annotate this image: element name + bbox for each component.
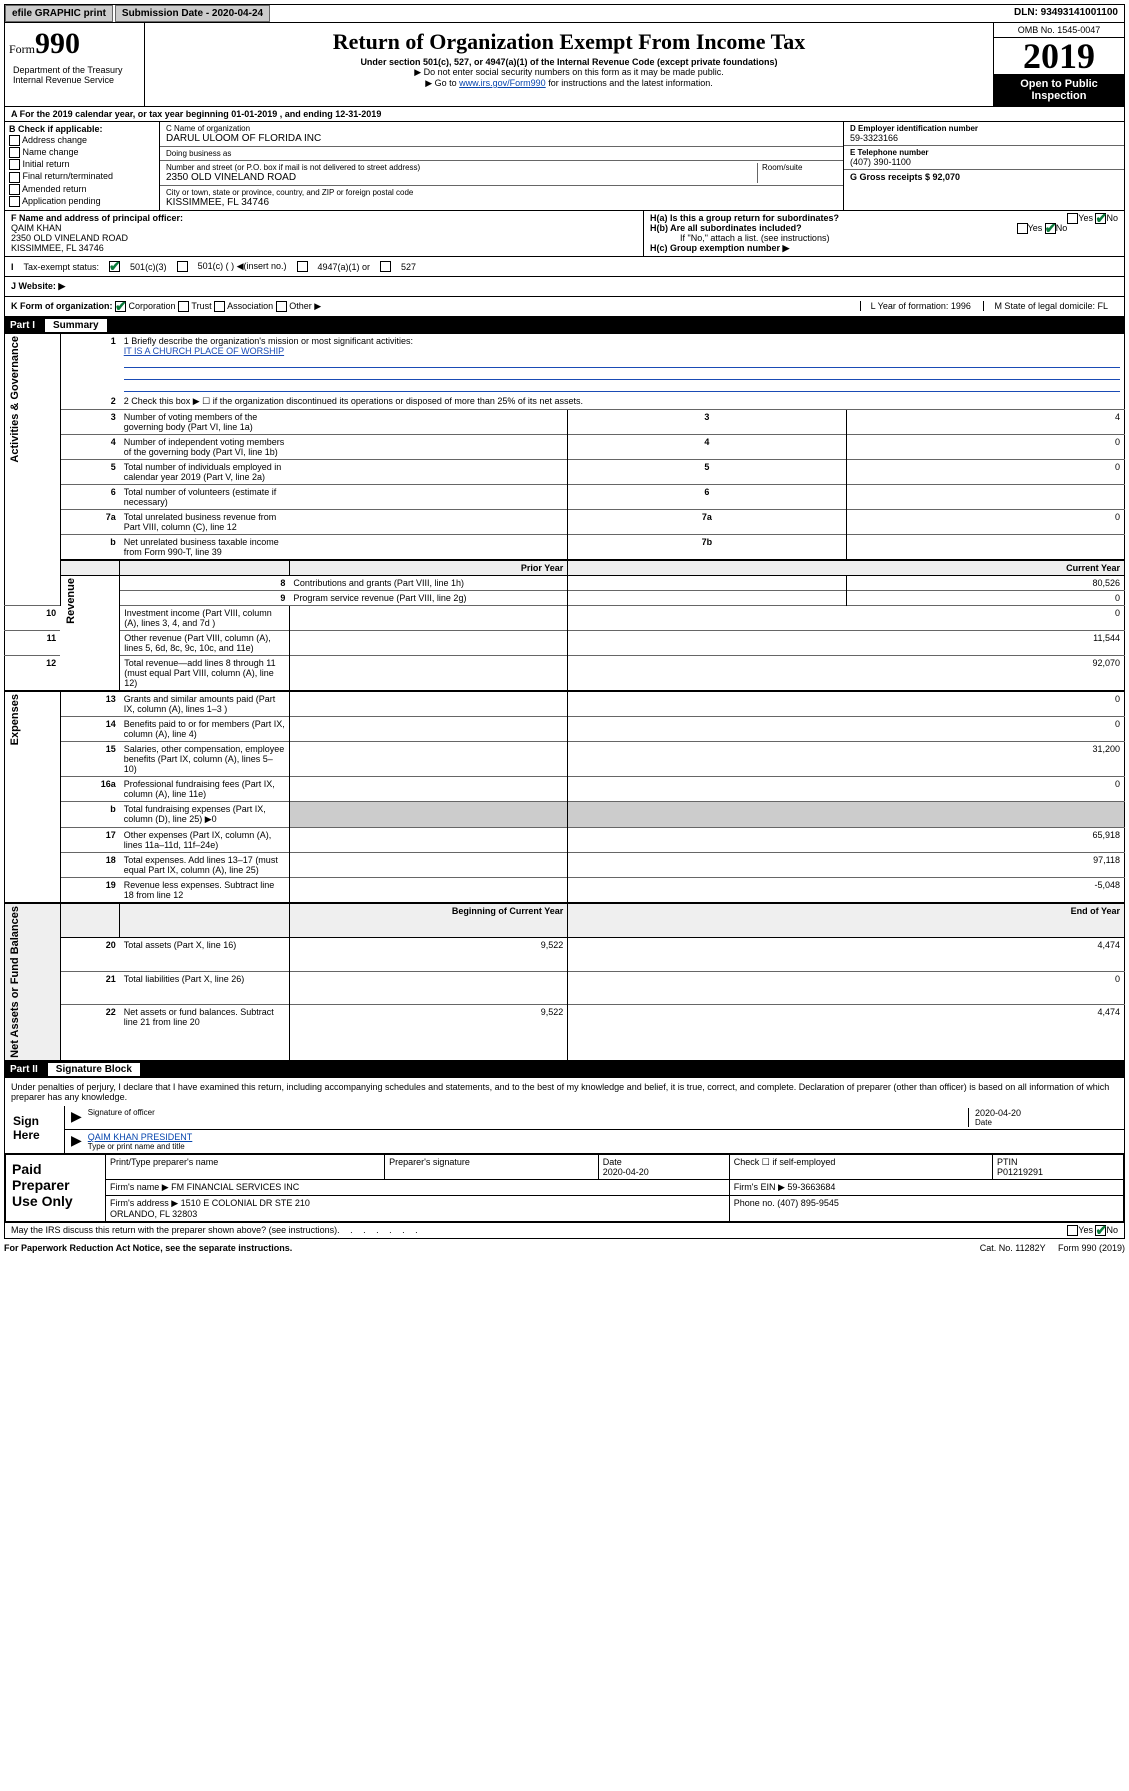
chk-application-pending[interactable]: Application pending — [9, 196, 155, 207]
state-domicile: M State of legal domicile: FL — [983, 301, 1118, 311]
row-6: 6Total number of volunteers (estimate if… — [5, 485, 1125, 510]
discuss-row: May the IRS discuss this return with the… — [4, 1223, 1125, 1239]
chk-initial-return[interactable]: Initial return — [9, 159, 155, 170]
chk-address-change[interactable]: Address change — [9, 135, 155, 146]
hb-subordinates: H(b) Are all subordinates included? Yes … — [650, 223, 1118, 233]
sig-officer-label: Signature of officer — [88, 1108, 968, 1117]
phone-value: (407) 390-1100 — [850, 157, 1118, 167]
officer-addr2: KISSIMMEE, FL 34746 — [11, 243, 637, 253]
signature-block: Under penalties of perjury, I declare th… — [4, 1078, 1125, 1154]
form-footer: Form 990 (2019) — [1058, 1243, 1125, 1253]
mission: IT IS A CHURCH PLACE OF WORSHIP — [124, 346, 284, 356]
cat-no: Cat. No. 11282Y — [980, 1243, 1046, 1253]
firm-name: Firm's name ▶ FM FINANCIAL SERVICES INC — [106, 1179, 730, 1195]
firm-ein: Firm's EIN ▶ 59-3663684 — [729, 1179, 1123, 1195]
discuss-no[interactable] — [1095, 1225, 1106, 1236]
chk-amended[interactable]: Amended return — [9, 184, 155, 195]
org-name: DARUL ULOOM OF FLORIDA INC — [166, 133, 837, 144]
arrow-icon: ▶ — [71, 1108, 82, 1127]
paperwork-footer: For Paperwork Reduction Act Notice, see … — [4, 1239, 1125, 1257]
ein-label: D Employer identification number — [850, 124, 1118, 133]
chk-other[interactable] — [276, 301, 287, 312]
preparer-sig-label: Preparer's signature — [385, 1154, 599, 1179]
city-value: KISSIMMEE, FL 34746 — [166, 197, 837, 208]
firm-address: Firm's address ▶ 1510 E COLONIAL DR STE … — [106, 1195, 730, 1221]
preparer-name-label: Print/Type preparer's name — [106, 1154, 385, 1179]
efile-print-button[interactable]: efile GRAPHIC print — [5, 5, 113, 22]
sig-date: 2020-04-20 — [975, 1108, 1118, 1118]
preparer-date-label: Date2020-04-20 — [598, 1154, 729, 1179]
tax-exempt-status: I Tax-exempt status: 501(c)(3) 501(c) ( … — [4, 257, 1125, 277]
q2: 2 Check this box ▶ ☐ if the organization… — [120, 394, 1125, 410]
firm-phone: Phone no. (407) 895-9545 — [729, 1195, 1123, 1221]
chk-4947[interactable] — [297, 261, 308, 272]
side-expenses: Expenses — [9, 694, 21, 745]
form-header: Form990 Department of the Treasury Inter… — [4, 23, 1125, 107]
chk-name-change[interactable]: Name change — [9, 147, 155, 158]
ptin: PTINP01219291 — [992, 1154, 1123, 1179]
col-b-checkboxes: B Check if applicable: Address change Na… — [5, 122, 160, 210]
side-revenue: Revenue — [65, 578, 77, 624]
irs-link[interactable]: www.irs.gov/Form990 — [459, 78, 546, 88]
dept-treasury: Department of the Treasury Internal Reve… — [9, 61, 140, 89]
self-employed-chk[interactable]: Check ☐ if self-employed — [729, 1154, 992, 1179]
officer-name-title[interactable]: QAIM KHAN PRESIDENT — [88, 1132, 193, 1142]
room-label: Room/suite — [762, 163, 837, 172]
row-5: 5Total number of individuals employed in… — [5, 460, 1125, 485]
year-formation: L Year of formation: 1996 — [860, 301, 981, 311]
row-7b: bNet unrelated business taxable income f… — [5, 535, 1125, 561]
dln: DLN: 93493141001100 — [1008, 5, 1124, 22]
city-label: City or town, state or province, country… — [166, 188, 837, 197]
side-netassets: Net Assets or Fund Balances — [9, 906, 21, 1058]
date-label: Date — [975, 1118, 1118, 1127]
side-activities: Activities & Governance — [9, 336, 21, 463]
addr-label: Number and street (or P.O. box if mail i… — [166, 163, 757, 172]
website-row: J Website: ▶ — [4, 277, 1125, 297]
q1: 1 Briefly describe the organization's mi… — [124, 336, 413, 346]
chk-final-return[interactable]: Final return/terminated — [9, 171, 155, 182]
line-a-tax-year: A For the 2019 calendar year, or tax yea… — [4, 107, 1125, 122]
officer-label: F Name and address of principal officer: — [11, 213, 637, 223]
part-1-header: Part I Summary — [4, 317, 1125, 334]
chk-association[interactable] — [214, 301, 225, 312]
note-link: ▶ Go to www.irs.gov/Form990 for instruct… — [149, 78, 989, 89]
chk-trust[interactable] — [178, 301, 189, 312]
addr-value: 2350 OLD VINELAND ROAD — [166, 172, 757, 183]
part-2-header: Part II Signature Block — [4, 1061, 1125, 1078]
officer-addr1: 2350 OLD VINELAND ROAD — [11, 233, 637, 243]
phone-label: E Telephone number — [850, 148, 1118, 157]
officer-name: QAIM KHAN — [11, 223, 637, 233]
k-org-row: K Form of organization: Corporation Trus… — [4, 297, 1125, 317]
perjury-declaration: Under penalties of perjury, I declare th… — [5, 1078, 1124, 1106]
row-7a: 7aTotal unrelated business revenue from … — [5, 510, 1125, 535]
org-name-label: C Name of organization — [166, 124, 837, 133]
paid-preparer-header: Paid Preparer Use Only — [6, 1154, 106, 1221]
chk-527[interactable] — [380, 261, 391, 272]
form-title: Return of Organization Exempt From Incom… — [149, 29, 989, 55]
gross-receipts: G Gross receipts $ 92,070 — [850, 172, 1118, 182]
org-info-grid: B Check if applicable: Address change Na… — [4, 122, 1125, 211]
type-name-label: Type or print name and title — [88, 1142, 1118, 1151]
top-bar: efile GRAPHIC print Submission Date - 20… — [4, 4, 1125, 23]
chk-501c[interactable] — [177, 261, 188, 272]
row-3: 3Number of voting members of the governi… — [5, 410, 1125, 435]
chk-501c3[interactable] — [109, 261, 120, 272]
dba-label: Doing business as — [166, 149, 837, 158]
tax-year: 2019 — [994, 38, 1124, 74]
form-subtitle: Under section 501(c), 527, or 4947(a)(1)… — [149, 57, 989, 67]
summary-table: Activities & Governance 1 1 Briefly desc… — [4, 334, 1125, 1061]
note-ssn: ▶ Do not enter social security numbers o… — [149, 67, 989, 78]
sign-here-label: Sign Here — [5, 1106, 65, 1153]
open-public-badge: Open to Public Inspection — [994, 74, 1124, 106]
discuss-yes[interactable] — [1067, 1225, 1078, 1236]
row-4: 4Number of independent voting members of… — [5, 435, 1125, 460]
submission-date: Submission Date - 2020-04-24 — [115, 5, 270, 22]
paid-preparer-block: Paid Preparer Use Only Print/Type prepar… — [4, 1154, 1125, 1223]
chk-corporation[interactable] — [115, 301, 126, 312]
hc-exemption: H(c) Group exemption number ▶ — [650, 243, 1118, 254]
arrow-icon: ▶ — [71, 1132, 82, 1151]
ein-value: 59-3323166 — [850, 133, 1118, 143]
officer-h-row: F Name and address of principal officer:… — [4, 211, 1125, 257]
form-number: Form990 — [9, 27, 140, 61]
